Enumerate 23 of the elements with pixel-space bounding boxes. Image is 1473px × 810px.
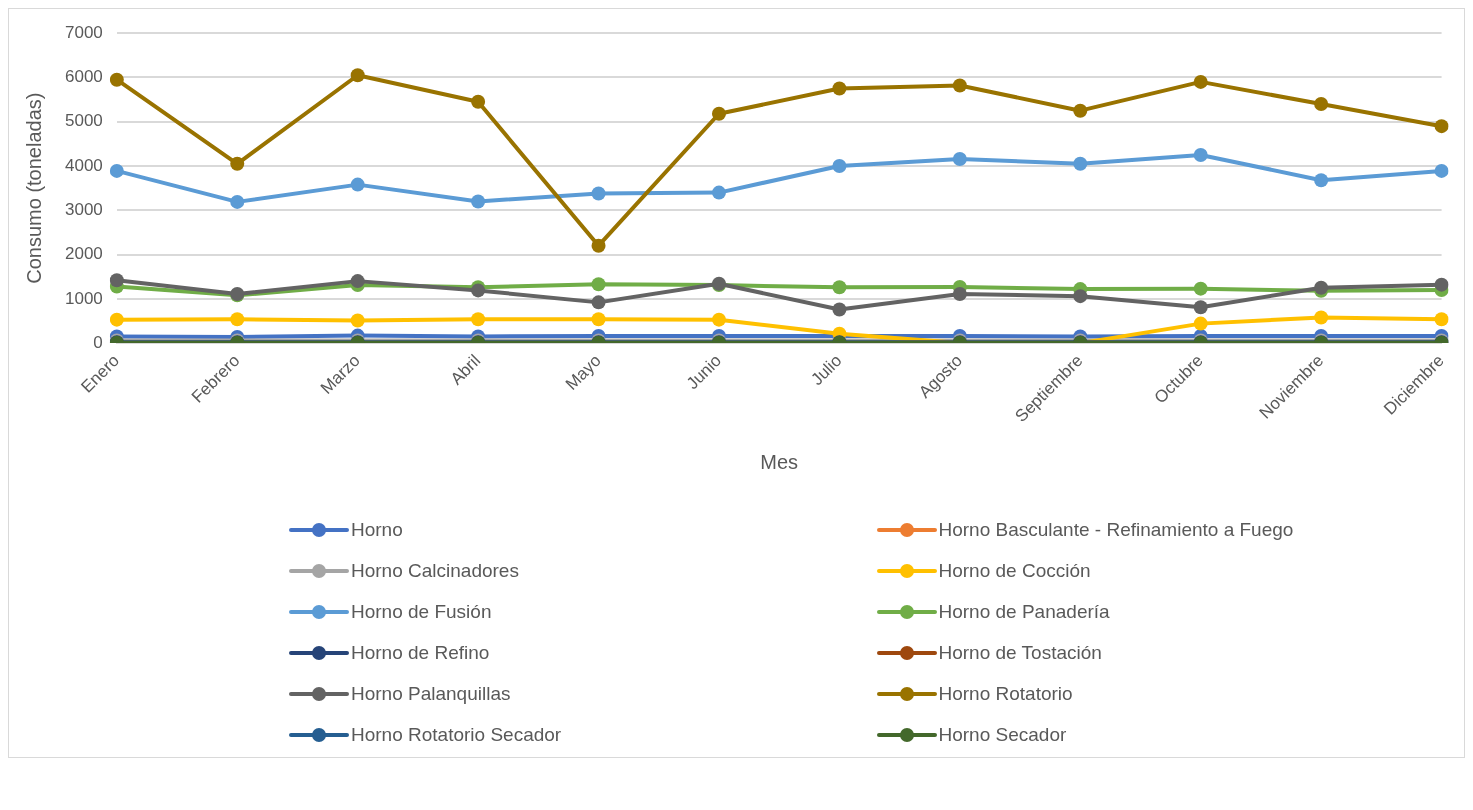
y-tick-label: 7000 [64,22,103,42]
legend-label: Horno de Panadería [938,600,1110,623]
legend-label: Horno [351,518,403,541]
y-tick-label: 5000 [64,111,103,131]
legend-label: Horno Basculante - Refinamiento a Fuego [938,518,1294,541]
x-axis-title: Mes [760,450,799,473]
legend-label: Horno de Tostación [938,641,1102,664]
y-tick-label: 1000 [64,288,103,308]
y-tick-label: 4000 [64,155,103,175]
legend-label: Horno Rotatorio [938,682,1073,705]
y-tick-label: 2000 [64,244,103,264]
y-axis-title: Consumo (toneladas) [22,92,45,284]
legend-label: Horno Secador [938,723,1067,746]
legend-label: Horno de Cocción [938,559,1091,582]
y-tick-label: 3000 [64,199,103,219]
x-tick-label: Julio [807,351,846,390]
legend-label: Horno Rotatorio Secador [351,723,562,746]
y-tick-label: 6000 [64,67,103,87]
legend-label: Horno Calcinadores [351,559,519,582]
legend-label: Horno Palanquillas [351,682,511,705]
legend-label: Horno de Refino [351,641,490,664]
y-tick-label: 0 [93,332,103,352]
legend-label: Horno de Fusión [351,600,492,623]
